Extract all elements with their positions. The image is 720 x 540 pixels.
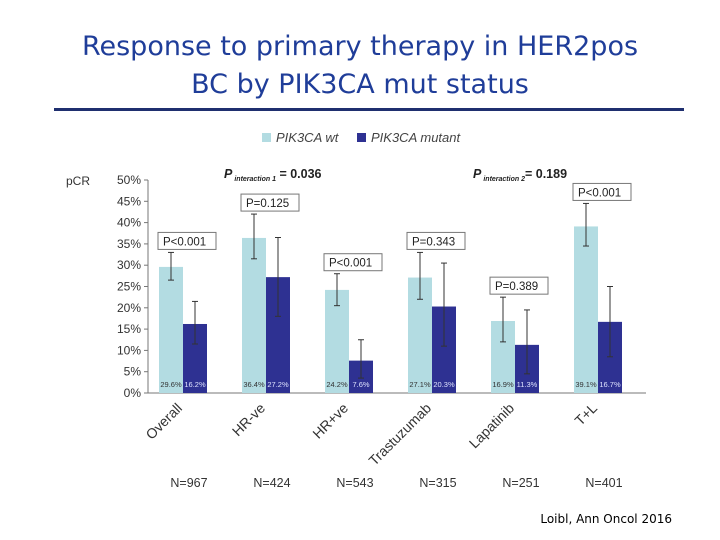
title-line-1: Response to primary therapy in HER2pos <box>81 31 639 62</box>
legend-label-0: PIK3CA wt <box>276 130 340 145</box>
pcr-bar-chart: PIK3CA wt PIK3CA mutant pCR 0% 5% 10% 15% 20% 25… <box>66 130 646 490</box>
legend-label-1: PIK3CA mutant <box>371 130 462 145</box>
legend-swatch-0 <box>262 133 271 142</box>
data-label: 16.9% <box>492 380 514 389</box>
n-label: N=251 <box>502 476 539 490</box>
y-tick-label: 5% <box>124 365 142 379</box>
x-category-label: Lapatinib <box>466 400 518 452</box>
data-label: 39.1% <box>575 380 597 389</box>
bar-wt <box>574 226 598 393</box>
pvalue-box <box>240 193 300 212</box>
citation: Loibl, Ann Oncol 2016 <box>540 512 672 526</box>
legend-swatch-1 <box>357 133 366 142</box>
y-tick-label: 10% <box>117 343 141 357</box>
data-label: 29.6% <box>160 380 182 389</box>
n-label: N=401 <box>585 476 622 490</box>
pvalue-label: P=0.389 <box>495 281 538 293</box>
y-tick-label: 45% <box>117 194 141 208</box>
y-tick-label: 40% <box>117 216 141 230</box>
data-label: 16.2% <box>184 380 206 389</box>
n-label: N=315 <box>419 476 456 490</box>
slide-title: Response to primary therapy in HER2pos B… <box>0 28 720 104</box>
x-category-label: HR+ve <box>309 400 351 442</box>
data-label: 16.7% <box>599 380 621 389</box>
data-label: 27.2% <box>267 380 289 389</box>
y-tick-label: 15% <box>117 322 141 336</box>
pvalue-box <box>489 276 549 295</box>
n-label: N=424 <box>253 476 290 490</box>
pvalue-box <box>572 182 632 201</box>
bar-wt <box>325 289 349 393</box>
pvalue-box <box>406 231 466 250</box>
title-underline <box>54 108 684 111</box>
bar-wt <box>242 237 266 393</box>
pvalue-box <box>323 253 383 272</box>
x-category-label: Trastuzumab <box>365 400 434 469</box>
y-tick-label: 25% <box>117 280 141 294</box>
bar-wt <box>159 266 183 393</box>
data-label: 7.6% <box>352 380 369 389</box>
y-axis-label: pCR <box>66 174 90 188</box>
y-tick-label: 0% <box>124 386 142 400</box>
x-category-label: Overall <box>142 400 185 443</box>
n-label: N=543 <box>336 476 373 490</box>
n-label: N=967 <box>170 476 207 490</box>
data-label: 11.3% <box>517 380 538 389</box>
x-category-label: T+L <box>571 400 600 429</box>
pvalue-label: P<0.001 <box>578 187 621 199</box>
pvalue-box <box>157 231 217 250</box>
pvalue-label: P<0.001 <box>329 258 372 270</box>
x-category-label: HR-ve <box>229 400 269 440</box>
pvalue-label: P<0.001 <box>163 236 206 248</box>
pvalue-label: P=0.125 <box>246 198 289 210</box>
pvalue-label: P=0.343 <box>412 236 455 248</box>
data-label: 24.2% <box>326 380 348 389</box>
y-tick-label: 50% <box>117 173 141 187</box>
y-tick-label: 30% <box>117 258 141 272</box>
data-label: 27.1% <box>409 380 431 389</box>
y-tick-label: 20% <box>117 301 141 315</box>
data-label: 36.4% <box>243 380 265 389</box>
y-tick-label: 35% <box>117 237 141 251</box>
data-label: 20.3% <box>433 380 455 389</box>
title-line-2: BC by PIK3CA mut status <box>191 69 529 100</box>
